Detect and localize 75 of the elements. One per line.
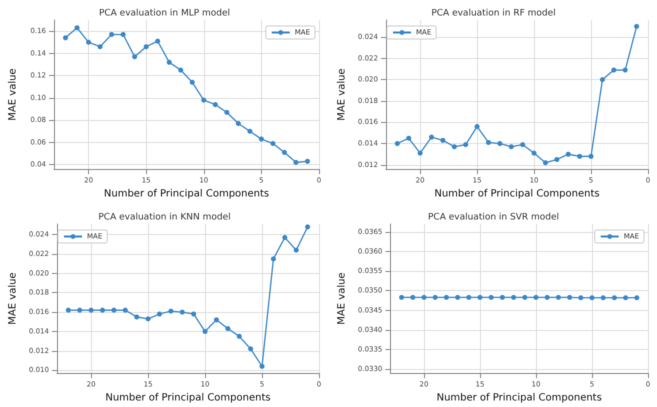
- point: [236, 333, 242, 338]
- point: [100, 307, 106, 312]
- point: [248, 346, 254, 351]
- x-axis-title: Number of Principal Components: [104, 188, 270, 200]
- x-axis-title: Number of Principal Components: [105, 392, 271, 403]
- point: [622, 68, 628, 73]
- point: [428, 134, 434, 140]
- point: [98, 44, 103, 50]
- point: [86, 40, 92, 45]
- point: [146, 316, 151, 321]
- y-axis-title: MAE value: [336, 68, 347, 121]
- point: [282, 150, 287, 155]
- point: [531, 150, 536, 156]
- point: [406, 136, 411, 141]
- chart-title: PCA evaluation in SVR model: [427, 212, 559, 222]
- point: [260, 363, 265, 368]
- point: [122, 307, 128, 312]
- point: [394, 141, 400, 146]
- y-axis-title: MAE value: [8, 68, 18, 121]
- point: [305, 224, 310, 229]
- point: [565, 152, 570, 157]
- point: [270, 256, 276, 261]
- point: [247, 128, 252, 134]
- x-axis-title: Number of Principal Components: [436, 392, 602, 403]
- point: [63, 35, 68, 40]
- chart-title: PCA evaluation in MLP model: [98, 8, 230, 18]
- point: [542, 160, 548, 166]
- point: [66, 307, 71, 312]
- point: [282, 234, 288, 240]
- point: [191, 311, 196, 316]
- point: [180, 309, 185, 314]
- point: [214, 316, 219, 322]
- point: [496, 141, 502, 146]
- point: [212, 102, 218, 108]
- point: [599, 77, 604, 82]
- point: [168, 308, 174, 314]
- y-axis-title: MAE value: [8, 272, 18, 324]
- point: [190, 80, 195, 85]
- point: [144, 44, 149, 50]
- point: [201, 98, 206, 103]
- point: [258, 136, 264, 142]
- point: [294, 247, 299, 252]
- point: [224, 110, 230, 115]
- point: [554, 157, 559, 162]
- point: [178, 68, 184, 73]
- point: [293, 160, 298, 165]
- point: [74, 25, 80, 30]
- point: [588, 154, 594, 159]
- point: [610, 68, 616, 73]
- point: [236, 120, 241, 126]
- point: [156, 311, 162, 316]
- point: [634, 24, 639, 29]
- point: [304, 158, 310, 164]
- point: [166, 60, 172, 65]
- point: [225, 326, 230, 331]
- y-axis-title: MAE value: [336, 272, 347, 324]
- point: [417, 150, 422, 156]
- point: [508, 144, 514, 150]
- chart-title: PCA evaluation in KNN model: [98, 212, 231, 222]
- point: [88, 307, 94, 312]
- x-axis-title: Number of Principal Components: [434, 188, 600, 200]
- point: [111, 307, 116, 312]
- point: [77, 307, 82, 312]
- point: [520, 142, 525, 148]
- point: [462, 142, 468, 148]
- point: [155, 38, 160, 44]
- point: [270, 141, 276, 146]
- point: [576, 154, 582, 159]
- point: [474, 124, 480, 129]
- point: [132, 54, 138, 60]
- chart-title: PCA evaluation in RF model: [430, 8, 556, 18]
- point: [120, 32, 126, 37]
- point: [109, 32, 114, 37]
- point: [440, 138, 445, 143]
- point: [451, 144, 456, 150]
